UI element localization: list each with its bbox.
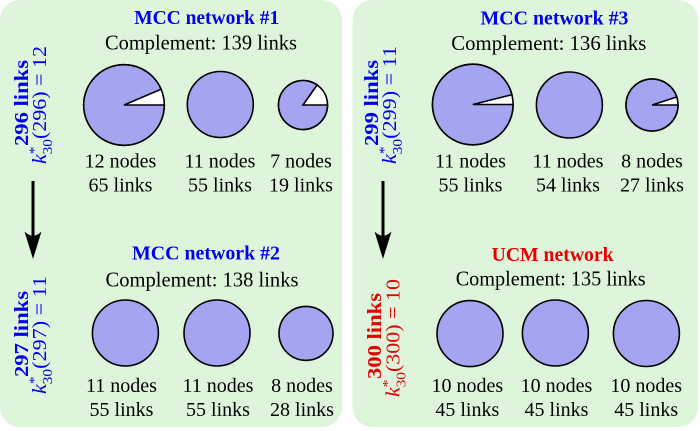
svg-text:11 nodes: 11 nodes — [435, 150, 506, 172]
svg-text:55 links: 55 links — [439, 175, 503, 197]
svg-text:7 nodes: 7 nodes — [270, 150, 332, 172]
svg-text:296 links: 296 links — [11, 60, 33, 146]
svg-text:10 nodes: 10 nodes — [431, 375, 503, 397]
svg-text:MCC network #2: MCC network #2 — [132, 243, 280, 265]
svg-text:Complement: 135 links: Complement: 135 links — [456, 266, 646, 290]
svg-text:12 nodes: 12 nodes — [85, 150, 157, 172]
svg-text:Complement: 139 links: Complement: 139 links — [105, 31, 297, 55]
svg-text:19 links: 19 links — [269, 175, 333, 197]
svg-text:300 links: 300 links — [364, 293, 386, 379]
svg-text:k*30(299) = 11: k*30(299) = 11 — [378, 46, 407, 164]
svg-text:k*30(296) = 12: k*30(296) = 12 — [28, 46, 57, 164]
svg-text:k*30(297) = 11: k*30(297) = 11 — [28, 276, 57, 394]
svg-text:UCM network: UCM network — [492, 244, 615, 266]
svg-text:11 nodes: 11 nodes — [86, 375, 157, 397]
svg-text:28 links: 28 links — [270, 399, 334, 421]
svg-text:11 nodes: 11 nodes — [533, 150, 604, 172]
svg-text:11 nodes: 11 nodes — [183, 375, 254, 397]
svg-text:45 links: 45 links — [435, 399, 499, 421]
svg-text:65 links: 65 links — [89, 175, 153, 197]
svg-text:11 nodes: 11 nodes — [185, 150, 256, 172]
svg-text:10 nodes: 10 nodes — [610, 375, 682, 397]
svg-text:45 links: 45 links — [525, 399, 589, 421]
svg-text:MCC network #3: MCC network #3 — [481, 8, 629, 30]
svg-text:55 links: 55 links — [188, 175, 252, 197]
svg-text:8 nodes: 8 nodes — [621, 150, 683, 172]
svg-text:55 links: 55 links — [186, 399, 250, 421]
svg-text:Complement: 136 links: Complement: 136 links — [451, 31, 646, 55]
svg-text:8 nodes: 8 nodes — [271, 375, 333, 397]
svg-text:27 links: 27 links — [620, 175, 684, 197]
svg-text:k*30(300) = 10: k*30(300) = 10 — [381, 279, 410, 397]
svg-text:297 links: 297 links — [11, 291, 33, 377]
svg-text:Complement: 138 links: Complement: 138 links — [106, 267, 299, 291]
svg-text:299 links: 299 links — [361, 60, 383, 146]
svg-text:55 links: 55 links — [90, 399, 154, 421]
svg-text:54 links: 54 links — [536, 175, 600, 197]
svg-text:45 links: 45 links — [614, 399, 678, 421]
svg-text:10 nodes: 10 nodes — [521, 375, 593, 397]
svg-text:MCC network #1: MCC network #1 — [134, 7, 279, 29]
